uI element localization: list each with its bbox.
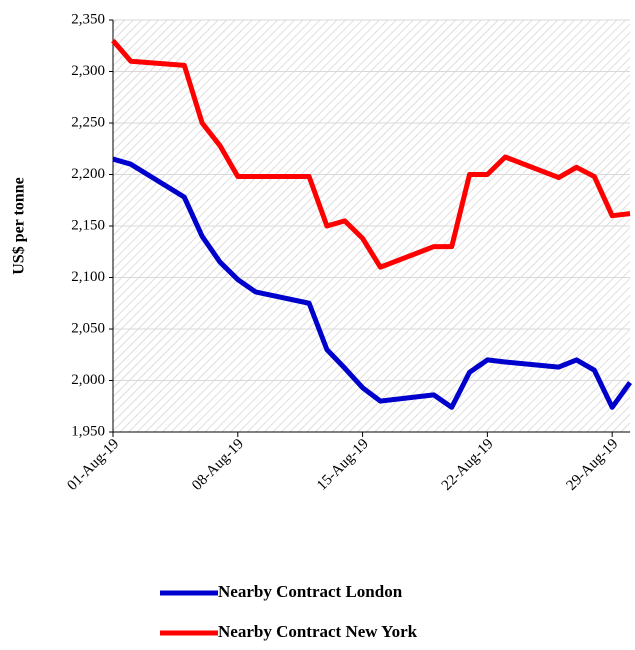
y-tick-label: 2,150 — [71, 217, 105, 233]
series-line — [112, 156, 633, 410]
series-line — [111, 38, 631, 270]
y-axis-label: US$ per tonne — [11, 177, 28, 275]
x-tick-label: 15-Aug-19 — [314, 436, 372, 494]
y-tick-label: 2,250 — [71, 114, 105, 130]
x-tick-label: 01-Aug-19 — [64, 436, 122, 494]
legend-label: Nearby Contract New York — [218, 622, 418, 641]
x-tick-label: 29-Aug-19 — [564, 436, 622, 494]
y-tick-label: 2,300 — [71, 63, 105, 79]
y-tick-label: 2,200 — [71, 166, 105, 182]
y-tick-label: 2,350 — [71, 11, 105, 27]
y-tick-label: 1,950 — [71, 423, 105, 439]
y-tick-label: 2,050 — [71, 320, 105, 336]
legend-label: Nearby Contract London — [218, 582, 403, 601]
y-tick-label: 2,100 — [71, 269, 105, 285]
x-tick-label: 22-Aug-19 — [439, 436, 497, 494]
y-tick-label: 2,000 — [71, 372, 105, 388]
x-tick-label: 08-Aug-19 — [189, 436, 247, 494]
